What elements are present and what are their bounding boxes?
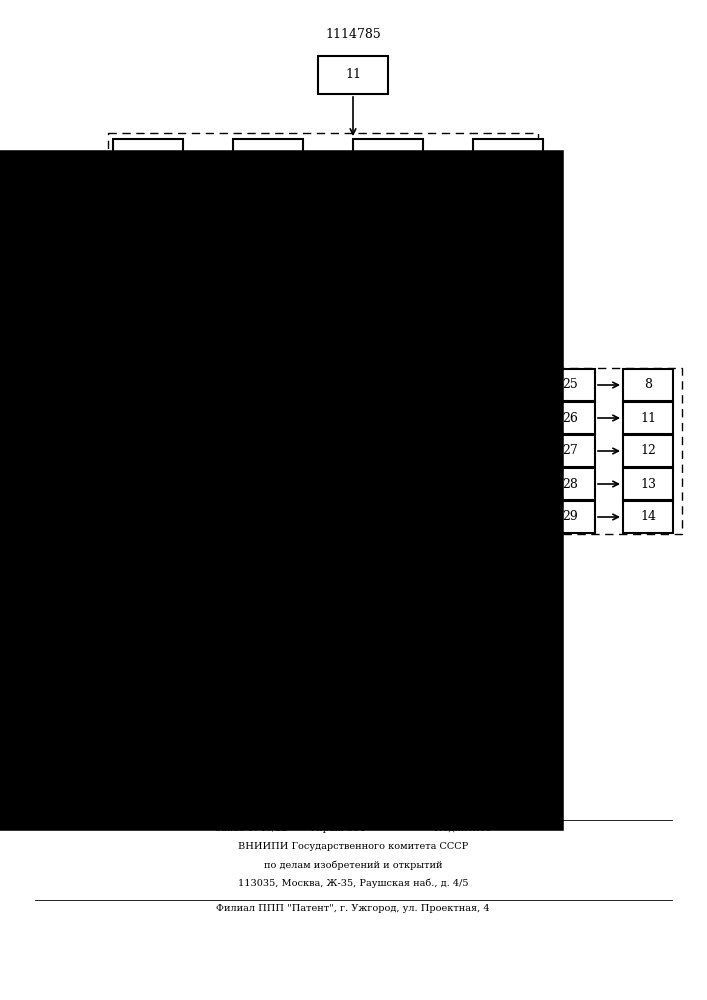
Text: 13: 13 — [640, 478, 656, 490]
Text: 20: 20 — [500, 151, 516, 164]
Text: 23: 23 — [452, 444, 468, 456]
Text: 17: 17 — [140, 151, 156, 164]
Bar — [623, 501, 673, 533]
Text: 18: 18 — [260, 151, 276, 164]
Text: 22: 22 — [330, 444, 346, 456]
Text: Заказ 6748/22       Тираж 564                      Подписное: Заказ 6748/22 Тираж 564 Подписное — [215, 824, 491, 833]
Text: 4: 4 — [56, 444, 64, 456]
Text: 26: 26 — [562, 412, 578, 424]
Bar — [542, 368, 682, 534]
Text: Фиг.5: Фиг.5 — [333, 285, 373, 299]
Text: 29: 29 — [562, 510, 578, 524]
Bar — [545, 468, 595, 500]
Bar — [179, 431, 241, 469]
Text: Фиг.6: Фиг.6 — [333, 550, 373, 564]
Text: 11: 11 — [640, 412, 656, 424]
Bar — [233, 139, 303, 177]
Text: по делам изобретений и открытий: по делам изобретений и открытий — [264, 860, 443, 869]
Bar — [623, 369, 673, 401]
Bar — [545, 435, 595, 467]
Bar — [178, 340, 498, 490]
Bar — [113, 221, 183, 259]
Text: 113035, Москва, Ж-35, Раушская наб., д. 4/5: 113035, Москва, Ж-35, Раушская наб., д. … — [238, 878, 468, 888]
Text: 11: 11 — [345, 68, 361, 82]
Bar — [353, 139, 423, 177]
Bar — [429, 431, 491, 469]
Text: 25: 25 — [562, 378, 578, 391]
Bar — [623, 402, 673, 434]
Text: 8: 8 — [644, 378, 652, 391]
Bar — [395, 382, 445, 414]
Text: 28: 28 — [562, 478, 578, 490]
Text: 9: 9 — [541, 169, 548, 179]
Text: 27: 27 — [562, 444, 578, 458]
Bar — [545, 369, 595, 401]
Bar — [545, 501, 595, 533]
Bar — [113, 139, 183, 177]
Text: 21: 21 — [202, 444, 218, 456]
Text: Редактор О. Бугир    Техред Н.Асталош         Корректор Г. Стар: Редактор О. Бугир Техред Н.Асталош Корре… — [189, 798, 517, 807]
Text: Филиал ППП "Патент", г. Ужгород, ул. Проектная, 4: Филиал ППП "Патент", г. Ужгород, ул. Про… — [216, 904, 490, 913]
Bar — [29, 431, 91, 469]
Bar — [223, 344, 273, 376]
Text: 24: 24 — [412, 391, 428, 404]
Bar — [545, 402, 595, 434]
Text: 10: 10 — [545, 372, 559, 382]
Text: 1114785: 1114785 — [325, 28, 381, 41]
Bar — [623, 435, 673, 467]
Text: ВНИИПИ Государственного комитета СССР: ВНИИПИ Государственного комитета СССР — [238, 842, 468, 851]
Text: 14: 14 — [640, 510, 656, 524]
Bar — [623, 468, 673, 500]
Bar — [473, 221, 543, 259]
Text: 10: 10 — [140, 233, 156, 246]
Text: 12: 12 — [640, 444, 656, 458]
Bar — [307, 431, 369, 469]
Bar — [318, 56, 388, 94]
Bar — [473, 139, 543, 177]
Text: 9: 9 — [244, 354, 252, 366]
Bar — [108, 133, 538, 183]
Text: 7: 7 — [504, 233, 512, 246]
Text: Составитель И. Назаркина: Составитель И. Назаркина — [284, 780, 423, 789]
Text: 19: 19 — [380, 151, 396, 164]
